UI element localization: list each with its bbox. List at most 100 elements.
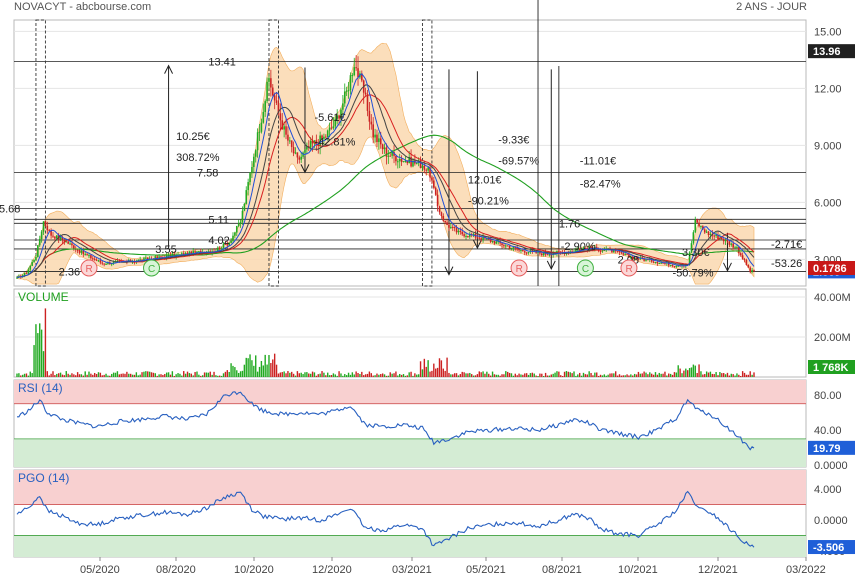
volume-bar (256, 371, 259, 377)
volume-bar (525, 373, 528, 377)
volume-bar (435, 368, 437, 377)
volume-bar (387, 375, 390, 377)
candle-body (141, 259, 143, 261)
volume-bar (128, 373, 130, 377)
signal-marker (80, 259, 98, 277)
rsi-tick-label: 40.00 (814, 425, 842, 437)
candle-body (306, 146, 308, 150)
candle-body (37, 245, 39, 257)
volume-bar (116, 371, 119, 377)
annotation-label: -11.01€ (580, 156, 617, 168)
volume-bar (239, 371, 242, 377)
volume-bar (44, 308, 47, 377)
volume-bar (489, 375, 492, 377)
volume-bar (205, 372, 208, 377)
volume-bar (707, 372, 710, 377)
x-axis: 05/2020 08/2020 10/2020 12/2020 03/2021 05/20… (80, 557, 826, 576)
chart-period[interactable]: 2 ANS - JOUR (736, 1, 807, 13)
volume-bar (749, 371, 751, 377)
candle-body (673, 266, 676, 268)
volume-bar (29, 371, 31, 377)
candle-body (368, 110, 371, 122)
candle-body (738, 247, 740, 254)
volume-bar (139, 374, 141, 377)
candle-body (406, 160, 409, 164)
volume-bar (556, 371, 558, 377)
volume-bar (309, 373, 312, 377)
volume-bar (190, 373, 193, 377)
candle-body (273, 95, 276, 101)
candle-body (455, 228, 458, 233)
candle-body (620, 252, 623, 254)
candle-body (268, 78, 270, 82)
volume-bar (183, 371, 185, 377)
volume-bar (281, 372, 283, 377)
candle-body (525, 252, 528, 254)
candle-body (50, 230, 52, 236)
candle-body (80, 250, 83, 253)
candle-body (559, 251, 562, 253)
volume-bar (410, 371, 412, 377)
candle-body (78, 250, 81, 253)
volume-bar (453, 373, 456, 377)
volume-bar (133, 374, 136, 377)
volume-bar (459, 374, 462, 377)
candle-body (550, 254, 553, 256)
mm20-line (16, 94, 755, 278)
volume-bar (35, 324, 37, 377)
candle-body (637, 258, 640, 260)
volume-bar (33, 345, 35, 377)
candle-body (27, 269, 30, 274)
candle-body (696, 219, 698, 223)
volume-bar (173, 375, 175, 377)
candle-body (340, 109, 342, 119)
candle-body (705, 231, 708, 233)
volume-bar (198, 374, 200, 377)
candle-body (48, 230, 51, 232)
volume-bar (461, 371, 463, 377)
candle-body (383, 147, 386, 150)
volume-bar (709, 371, 712, 377)
volume-bar (353, 374, 355, 377)
volume-bar (122, 373, 124, 377)
volume-bar (156, 375, 158, 377)
volume-bar (738, 374, 740, 377)
volume-bar (332, 373, 335, 377)
candle-body (415, 163, 418, 165)
candle-body (419, 160, 422, 169)
candle-body (446, 222, 448, 225)
candle-body (139, 259, 141, 261)
candle-body (156, 256, 159, 259)
candle-body (357, 68, 359, 78)
volume-bar (694, 365, 696, 377)
volume-bar (402, 374, 405, 377)
volume-bar (417, 374, 420, 377)
volume-bar (245, 357, 247, 377)
candle-body (520, 249, 522, 251)
volume-bar (357, 373, 359, 377)
volume-bar (162, 374, 164, 377)
candle-body (218, 247, 221, 250)
candle-body (429, 167, 431, 178)
volume-bar (436, 367, 439, 377)
volume-bar (427, 360, 429, 377)
candle-body (630, 256, 632, 258)
candle-body (332, 126, 335, 129)
candle-body (91, 258, 94, 260)
volume-bar (669, 373, 672, 377)
candle-body (584, 247, 587, 249)
volume-bar (363, 375, 365, 377)
volume-bar (103, 374, 105, 377)
volume-bar (258, 366, 261, 377)
candle-body (518, 249, 520, 251)
volume-bar (582, 372, 585, 377)
volume-bar (465, 373, 467, 377)
volume-bar (501, 374, 503, 377)
candle-body (662, 262, 664, 264)
candle-body (658, 263, 661, 265)
volume-bar (416, 374, 418, 377)
volume-bar (633, 373, 636, 377)
candle-body (647, 259, 649, 261)
volume-bar (158, 374, 160, 377)
volume-bar (203, 372, 206, 377)
